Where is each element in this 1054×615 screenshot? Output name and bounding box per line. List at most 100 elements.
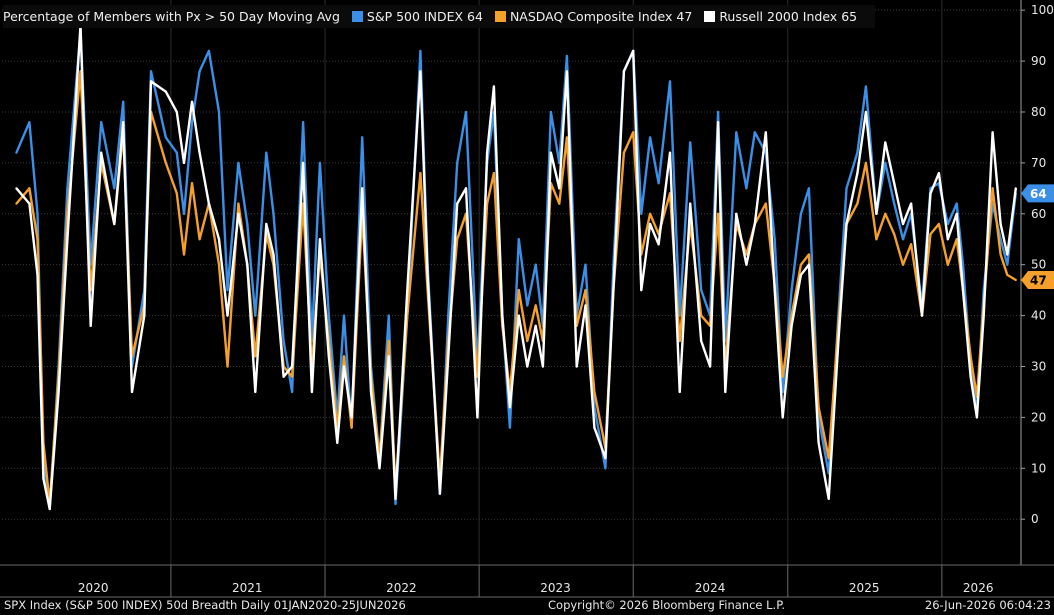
data-point-russell-26 <box>265 222 268 226</box>
data-point-russell-79 <box>745 263 748 266</box>
data-point-spx-95 <box>893 202 896 205</box>
data-point-nasdaq-83 <box>781 375 784 378</box>
data-point-russell-63 <box>593 426 596 429</box>
data-point-russell-90 <box>845 222 848 226</box>
data-point-russell-110 <box>1014 187 1017 190</box>
data-point-nasdaq-50 <box>486 202 489 205</box>
y-tick-label-10: 10 <box>1031 461 1046 475</box>
data-point-russell-36 <box>350 416 353 419</box>
data-point-spx-6 <box>66 187 69 190</box>
data-point-spx-108 <box>999 238 1002 241</box>
data-point-spx-29 <box>291 390 294 393</box>
data-point-russell-61 <box>575 365 578 368</box>
data-point-spx-78 <box>735 131 738 134</box>
data-point-russell-2 <box>36 273 39 276</box>
data-point-russell-6 <box>66 238 69 241</box>
data-point-spx-33 <box>327 314 330 317</box>
data-point-spx-71 <box>668 80 672 83</box>
data-point-nasdaq-54 <box>517 289 520 292</box>
data-point-russell-89 <box>837 339 840 343</box>
data-point-russell-70 <box>657 243 660 246</box>
legend-item-spx: S&P 500 INDEX 64 <box>351 9 483 24</box>
data-point-spx-10 <box>113 187 116 190</box>
data-point-spx-14 <box>149 70 153 73</box>
data-point-spx-86 <box>807 187 811 190</box>
data-point-spx-2 <box>36 212 39 215</box>
x-tick-label-2026: 2026 <box>963 581 994 595</box>
last-value-tag-nasdaq <box>1021 270 1054 289</box>
data-point-russell-88 <box>827 497 830 500</box>
data-point-nasdaq-102 <box>955 238 958 241</box>
data-point-russell-109 <box>1006 253 1009 256</box>
data-point-nasdaq-15 <box>164 161 167 164</box>
x-tick-label-2022: 2022 <box>386 581 417 595</box>
data-point-russell-59 <box>558 187 561 190</box>
x-tick-label-2021: 2021 <box>232 581 263 595</box>
data-point-russell-12 <box>130 390 134 393</box>
data-point-russell-46 <box>447 355 450 358</box>
data-point-russell-57 <box>541 365 545 368</box>
data-point-nasdaq-18 <box>190 182 194 185</box>
data-point-nasdaq-91 <box>856 202 859 205</box>
data-point-spx-47 <box>456 161 459 164</box>
data-point-russell-65 <box>612 289 615 292</box>
data-point-nasdaq-23 <box>237 202 240 205</box>
data-point-spx-17 <box>182 212 186 215</box>
data-point-russell-9 <box>100 151 103 154</box>
year-dividers <box>170 0 943 565</box>
data-point-russell-56 <box>534 324 537 327</box>
legend-value-russell: 65 <box>841 9 858 24</box>
data-point-nasdaq-2 <box>36 238 39 241</box>
data-point-nasdaq-74 <box>700 314 703 317</box>
data-point-spx-23 <box>237 161 240 164</box>
data-point-russell-42 <box>406 289 409 292</box>
data-point-nasdaq-69 <box>649 212 652 215</box>
data-point-nasdaq-60 <box>565 136 569 139</box>
data-point-russell-16 <box>175 110 178 114</box>
data-point-russell-68 <box>640 289 643 292</box>
data-point-russell-66 <box>622 70 626 73</box>
data-point-spx-35 <box>342 314 346 317</box>
data-point-russell-49 <box>476 416 479 419</box>
data-point-russell-99 <box>929 192 932 195</box>
data-point-russell-101 <box>946 238 949 241</box>
data-point-russell-54 <box>517 314 520 317</box>
data-point-russell-82 <box>773 289 776 292</box>
data-point-spx-84 <box>790 289 793 292</box>
legend-value-spx: 64 <box>467 9 483 24</box>
data-point-russell-32 <box>318 238 321 241</box>
data-point-spx-56 <box>534 263 537 266</box>
data-point-russell-83 <box>781 416 784 419</box>
data-point-spx-79 <box>745 187 748 190</box>
data-point-russell-105 <box>975 416 979 419</box>
data-point-russell-23 <box>237 212 240 215</box>
data-point-russell-48 <box>464 187 468 190</box>
data-point-russell-31 <box>310 390 313 393</box>
data-point-spx-85 <box>799 212 803 215</box>
legend-swatch-spx <box>351 11 363 22</box>
last-value-tags: 64 47 <box>1021 184 1054 289</box>
data-point-russell-14 <box>149 80 153 83</box>
data-point-spx-27 <box>272 212 275 215</box>
y-tick-label-90: 90 <box>1031 54 1046 68</box>
y-tick-label-80: 80 <box>1031 105 1046 119</box>
data-point-spx-96 <box>901 238 905 241</box>
data-point-russell-78 <box>735 212 738 215</box>
last-value-label-spx: 64 <box>1030 187 1047 201</box>
data-point-spx-37 <box>361 136 364 139</box>
legend-item-nasdaq: NASDAQ Composite Index 47 <box>494 9 692 24</box>
data-point-spx-91 <box>856 151 859 154</box>
data-point-nasdaq-36 <box>350 426 353 429</box>
data-point-spx-19 <box>198 70 201 73</box>
y-axis: 0 10 20 30 40 50 60 70 80 90 100 <box>1020 0 1054 565</box>
y-tick-label-50: 50 <box>1031 258 1046 272</box>
data-point-russell-74 <box>700 339 703 343</box>
data-point-russell-22 <box>226 314 229 317</box>
data-point-spx-102 <box>955 202 958 205</box>
data-point-nasdaq-96 <box>901 263 905 266</box>
data-point-russell-20 <box>207 202 210 205</box>
y-tick-label-70: 70 <box>1031 156 1046 170</box>
data-point-russell-58 <box>549 151 553 154</box>
data-point-spx-28 <box>282 339 285 343</box>
